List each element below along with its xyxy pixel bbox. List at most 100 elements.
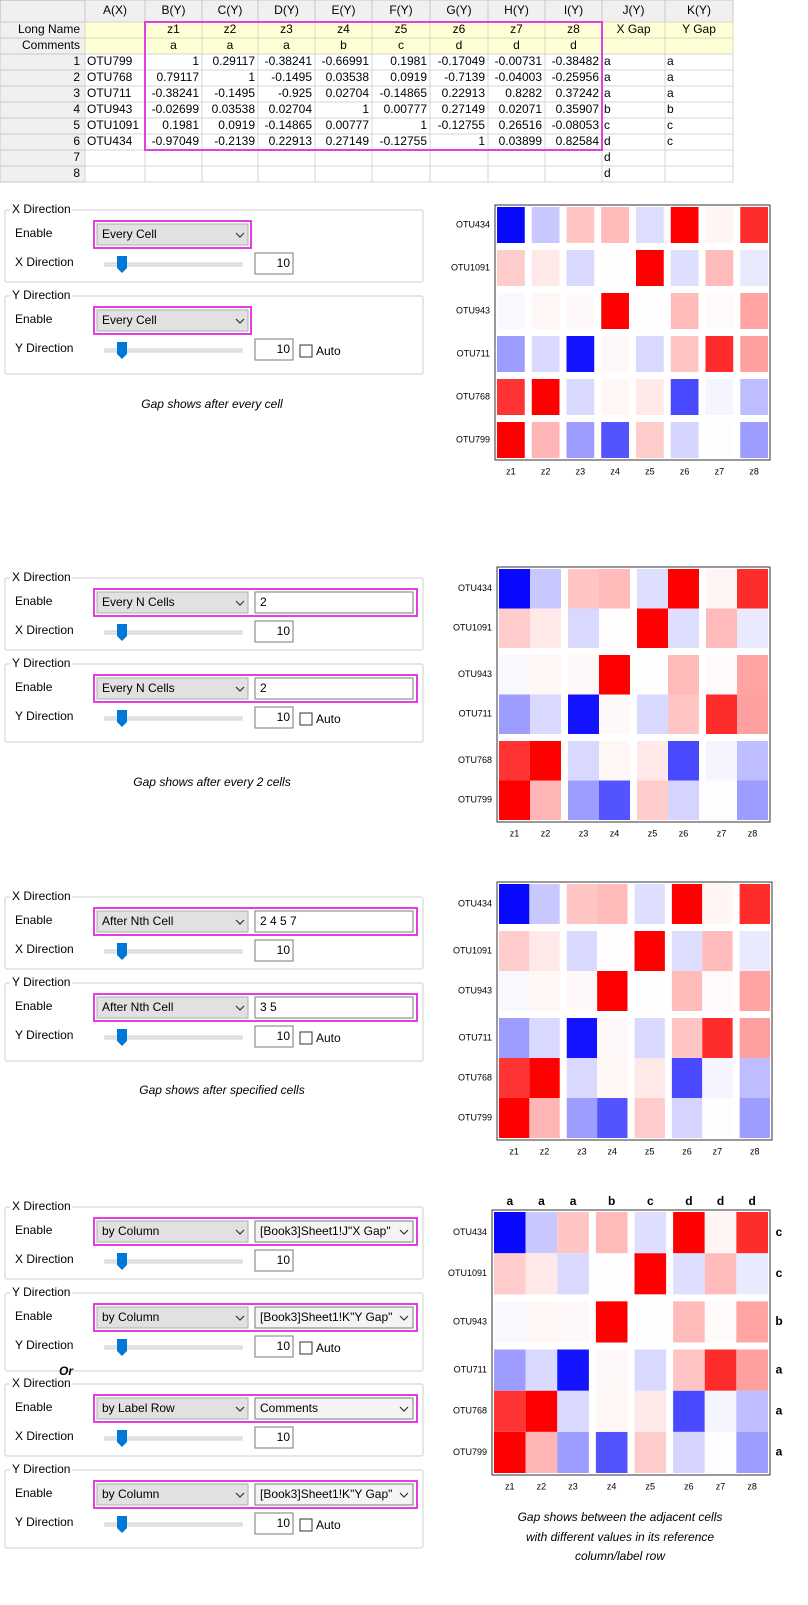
y-tick-label: OTU1091 — [453, 945, 492, 955]
cell-number: 0.0919 — [390, 70, 427, 84]
group-title-bg — [10, 1465, 72, 1476]
cell — [664, 133, 734, 151]
caption: Gap shows between the adjacent cells — [518, 1510, 723, 1524]
cell-number: 0.35907 — [556, 102, 600, 116]
highlight-box — [93, 588, 418, 617]
highlight-box — [93, 1217, 418, 1246]
x-tick-label: z2 — [537, 1481, 547, 1491]
heatmap-cell — [529, 971, 560, 1011]
column-header: E(Y) — [332, 3, 356, 17]
heatmap-cell — [531, 207, 560, 243]
param-text: Comments — [260, 1401, 318, 1415]
label-cell-text: z1 — [167, 22, 180, 36]
heatmap-cell — [673, 1253, 705, 1295]
cell-number: -0.02699 — [152, 102, 200, 116]
x-tick-label: z4 — [608, 1146, 618, 1156]
heatmap-cell — [529, 931, 560, 971]
cell — [201, 165, 259, 183]
slider-label: Y Direction — [15, 1515, 73, 1529]
heatmap-cell — [568, 655, 599, 695]
heatmap-cell — [566, 971, 598, 1011]
heatmap-cell — [737, 694, 768, 734]
checkbox — [299, 712, 313, 726]
cell-number: 0.8282 — [505, 86, 542, 100]
mode-dropdown — [96, 309, 249, 332]
heatmap-cell — [530, 694, 561, 734]
column-header: B(Y) — [162, 3, 186, 17]
heatmap-cell — [566, 1058, 598, 1098]
heatmap-cell — [702, 1098, 733, 1138]
cell — [601, 85, 666, 103]
label-cell-text: z2 — [224, 22, 237, 36]
top-label: a — [538, 1194, 545, 1208]
heatmap-cell — [568, 694, 599, 734]
heatmap-cell — [634, 1390, 667, 1432]
cell-number: -0.17049 — [438, 54, 486, 68]
heatmap-cell — [736, 1253, 768, 1295]
slider-value: 10 — [277, 710, 291, 724]
heatmap-cell — [566, 1098, 598, 1138]
y-tick-label: OTU1091 — [453, 623, 492, 633]
group-title: Y Direction — [12, 1462, 70, 1476]
heatmap-cell — [566, 293, 595, 329]
x-tick-label: z4 — [610, 828, 620, 838]
label-cell-text: X Gap — [616, 22, 650, 36]
slider-track — [104, 1259, 243, 1264]
value-box — [254, 620, 294, 643]
caption: Gap shows after specified cells — [139, 1083, 304, 1097]
enable-label: Enable — [15, 594, 53, 608]
y-tick-label: OTU943 — [458, 985, 492, 995]
heatmap-cell — [566, 422, 595, 458]
heatmap-cell — [704, 1212, 737, 1254]
row-header — [0, 133, 86, 151]
heatmap-cell — [706, 780, 737, 820]
cell-number: -0.2139 — [214, 134, 255, 148]
y-tick-label: OTU711 — [459, 709, 492, 719]
heatmap-cell — [499, 780, 530, 820]
group-title: X Direction — [12, 1376, 71, 1390]
cell-text: OTU711 — [87, 86, 132, 100]
cell-number: 0.26516 — [499, 118, 543, 132]
cell-number: 0.03538 — [212, 102, 256, 116]
heatmap-cell — [702, 931, 733, 971]
heatmap-cell — [740, 379, 768, 415]
cell-text: d — [604, 134, 611, 148]
x-tick-label: z2 — [540, 1146, 550, 1156]
heatmap-cell — [634, 1098, 665, 1138]
label-cell-text: a — [283, 38, 290, 52]
heatmap-cell — [557, 1349, 589, 1391]
param-box — [254, 910, 414, 933]
param-box — [254, 591, 414, 614]
cell-number: 0.0919 — [218, 118, 255, 132]
heatmap-cell — [531, 379, 560, 415]
group-title: X Direction — [12, 202, 71, 216]
heatmap-cell — [557, 1301, 589, 1343]
y-tick-label: OTU434 — [458, 898, 492, 908]
y-tick-label: OTU943 — [456, 305, 490, 315]
label-cell — [601, 37, 666, 55]
heatmap-cell — [668, 780, 699, 820]
heatmap-cell — [499, 1018, 530, 1058]
cell-number: 0.79117 — [157, 70, 200, 84]
group-title: Y Direction — [12, 1285, 70, 1299]
checkbox — [299, 1031, 313, 1045]
cell-number: -0.7139 — [444, 70, 485, 84]
heatmap-cell — [670, 250, 699, 286]
mode-dropdown — [96, 591, 249, 614]
heatmap-cell — [739, 1098, 770, 1138]
label-cell-text: z4 — [337, 22, 350, 36]
heatmap-cell — [673, 1301, 705, 1343]
cell-text: b — [604, 102, 611, 116]
cell-number: -0.14865 — [380, 86, 428, 100]
heatmap-cell — [599, 741, 630, 781]
heatmap-cell — [671, 1018, 703, 1058]
label-cell-text: d — [456, 38, 463, 52]
mode-dropdown — [96, 1220, 249, 1243]
column-header: H(Y) — [504, 3, 529, 17]
x-tick-label: z3 — [577, 1146, 587, 1156]
column-header: F(Y) — [389, 3, 412, 17]
group-title-bg — [10, 978, 72, 989]
group-title-bg — [10, 573, 72, 584]
heatmap-cell — [671, 971, 703, 1011]
slider-label: X Direction — [15, 942, 74, 956]
